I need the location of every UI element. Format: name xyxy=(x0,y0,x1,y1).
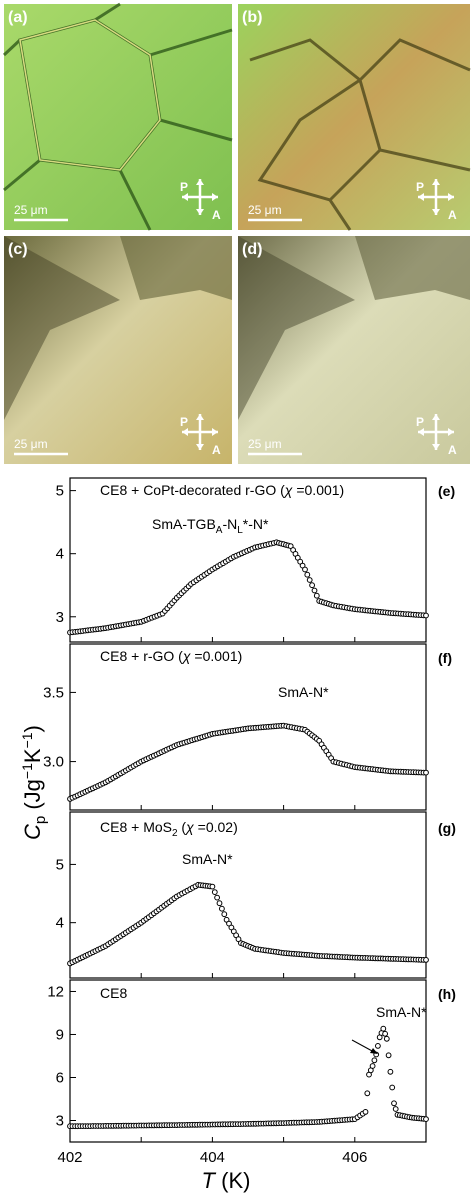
scale-bar-label: 25 μm xyxy=(248,437,282,451)
data-point xyxy=(306,577,313,583)
y-tick-label: 12 xyxy=(47,983,64,1000)
data-point xyxy=(392,1106,399,1112)
plot-title-e: CE8 + CoPt-decorated r-GO (χ =0.001) xyxy=(100,482,344,498)
data-point xyxy=(423,612,429,619)
data-point xyxy=(391,1100,397,1107)
y-tick-label: 6 xyxy=(56,1069,64,1086)
data-point xyxy=(364,1090,371,1097)
x-tick-label: 406 xyxy=(342,1149,367,1166)
y-tick-label: 3.0 xyxy=(43,754,64,771)
data-point xyxy=(313,592,320,599)
data-point xyxy=(380,1025,387,1032)
annotation-h: SmA-N* xyxy=(376,1004,427,1020)
y-tick-label: 9 xyxy=(56,1026,64,1043)
svg-text:A: A xyxy=(212,208,221,222)
x-tick-label: 404 xyxy=(200,1149,225,1166)
svg-text:P: P xyxy=(180,415,188,429)
panel-label: (c) xyxy=(8,241,28,258)
x-axis-label: T (K) xyxy=(202,1168,251,1193)
plot-title-f: CE8 + r-GO (χ =0.001) xyxy=(100,648,242,664)
data-point xyxy=(209,883,216,890)
svg-text:A: A xyxy=(448,208,457,222)
panel-label-g: (g) xyxy=(438,820,456,836)
polarizer-cross-icon: P A xyxy=(416,179,457,222)
polarizer-cross-icon: P A xyxy=(180,414,221,457)
data-point xyxy=(387,1068,394,1075)
y-tick-label: 3.5 xyxy=(43,684,64,701)
panel-label: (a) xyxy=(8,9,28,26)
plot-panel: 3 6 9 12 402 404 406 xyxy=(47,979,429,1166)
plot-panel: 3.0 3.5 xyxy=(43,643,429,811)
svg-text:P: P xyxy=(416,415,424,429)
plot-frame xyxy=(69,477,427,643)
scale-bar-label: 25 μm xyxy=(14,437,48,451)
panel-label-e: (e) xyxy=(438,483,455,499)
annotation-f: SmA-N* xyxy=(278,684,329,700)
y-axis-label: Cp (Jg−1K−1) xyxy=(19,725,49,840)
data-point xyxy=(423,957,429,963)
y-tick-label: 3 xyxy=(56,609,64,626)
data-point xyxy=(304,571,311,578)
polarizer-cross-icon: P A xyxy=(416,414,457,457)
micrograph-a: (a) 25 μm xyxy=(2,2,233,231)
data-point xyxy=(311,587,318,594)
data-point xyxy=(211,889,218,895)
annotation-g: SmA-N* xyxy=(182,851,233,867)
plot-title-g: CE8 + MoS2 (χ =0.02) xyxy=(100,819,238,839)
plot-title-h: CE8 xyxy=(100,985,127,1001)
plot-panel: 45 xyxy=(56,811,429,979)
panel-label-h: (h) xyxy=(438,986,456,1002)
data-point xyxy=(362,1109,369,1115)
data-point xyxy=(371,1057,378,1064)
panel-label: (b) xyxy=(242,9,262,26)
micrograph-c: (c) 25 μm xyxy=(4,236,232,464)
data-point xyxy=(214,894,221,901)
panel-label: (d) xyxy=(242,241,262,258)
plot-panel: 3 4 5 xyxy=(56,477,429,643)
svg-text:P: P xyxy=(416,180,424,194)
data-point xyxy=(382,1030,389,1037)
svg-text:A: A xyxy=(448,443,457,457)
data-point xyxy=(216,900,223,907)
data-point xyxy=(219,905,225,912)
arrow-icon xyxy=(351,1039,378,1054)
polarizer-cross-icon: P A xyxy=(180,179,221,222)
data-point xyxy=(375,1043,381,1049)
svg-text:A: A xyxy=(212,443,221,457)
svg-text:P: P xyxy=(180,180,188,194)
data-point xyxy=(369,1063,376,1069)
data-point xyxy=(309,582,316,589)
x-tick-label: 402 xyxy=(57,1149,82,1166)
y-tick-label: 5 xyxy=(56,483,64,500)
data-point xyxy=(385,1052,392,1059)
plot-frame xyxy=(69,979,427,1143)
micrograph-b: (b) 25 μm xyxy=(238,4,471,231)
data-point xyxy=(221,911,228,918)
data-point xyxy=(383,1035,390,1042)
y-tick-label: 4 xyxy=(56,546,64,563)
data-point xyxy=(423,1116,429,1122)
data-point xyxy=(423,769,429,776)
data-point xyxy=(389,1084,396,1091)
plot-frame xyxy=(69,811,427,979)
y-tick-label: 5 xyxy=(56,856,64,873)
annotation-e: SmA-TGBA-NL*-N* xyxy=(152,516,269,536)
y-tick-label: 4 xyxy=(56,915,64,932)
panel-label-f: (f) xyxy=(438,650,452,666)
scale-bar-label: 25 μm xyxy=(248,203,282,217)
plot-frame xyxy=(69,643,427,811)
data-point xyxy=(302,566,308,573)
scale-bar-label: 25 μm xyxy=(14,203,48,217)
micrograph-d: (d) 25 μm xyxy=(238,236,470,464)
y-tick-label: 3 xyxy=(56,1112,64,1129)
